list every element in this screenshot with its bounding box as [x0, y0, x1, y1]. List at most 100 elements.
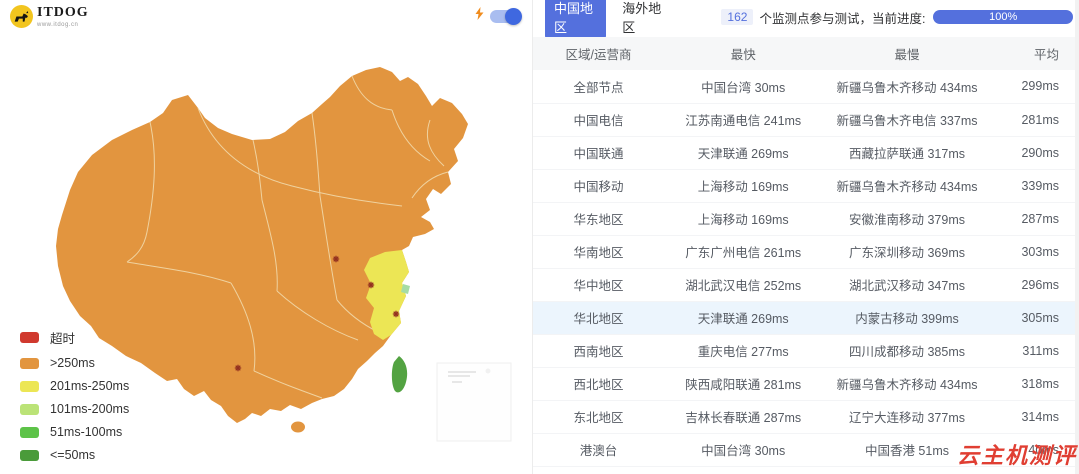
legend-label: <=50ms: [50, 448, 96, 462]
region-cell: 西北地区: [533, 367, 665, 401]
avg-cell: 290ms: [991, 136, 1079, 170]
slowest-cell[interactable]: 安徽淮南移动 379ms: [822, 202, 992, 236]
east-coast-region: [364, 250, 409, 340]
table-row[interactable]: 西南地区 重庆电信 277ms 四川成都移动 385ms 311ms: [533, 334, 1079, 368]
tab-overseas-region[interactable]: 海外地区: [622, 1, 662, 35]
slowest-cell[interactable]: 西藏拉萨联通 317ms: [822, 136, 992, 170]
column-header-region: 区域/运营商: [533, 37, 665, 70]
slowest-cell[interactable]: 四川成都移动 385ms: [822, 334, 992, 368]
table-row[interactable]: 全部节点 中国台湾 30ms 新疆乌鲁木齐移动 434ms 299ms: [533, 70, 1079, 104]
hainan-island: [291, 421, 305, 433]
fastest-cell[interactable]: 湖北武汉电信 252ms: [664, 268, 823, 302]
tab-china-region[interactable]: 中国地区: [545, 0, 607, 39]
progress-bar: 100%: [933, 10, 1073, 24]
region-cell: 西南地区: [533, 334, 665, 368]
results-panel: 中国地区 海外地区 162 个监测点参与测试，当前进度: 100% 区域/运营商…: [533, 0, 1079, 474]
table-row[interactable]: 中国联通 天津联通 269ms 西藏拉萨联通 317ms 290ms: [533, 136, 1079, 170]
fastest-cell[interactable]: 天津联通 269ms: [664, 136, 823, 170]
city-marker: [367, 281, 375, 289]
avg-cell: 296ms: [991, 268, 1079, 302]
lightning-icon: [475, 7, 484, 25]
slowest-cell[interactable]: 广东深圳移动 369ms: [822, 235, 992, 269]
map-controls: [475, 7, 522, 25]
results-toolbar: 中国地区 海外地区 162 个监测点参与测试，当前进度: 100%: [533, 0, 1079, 39]
avg-cell: 311ms: [991, 334, 1079, 368]
legend-label: 超时: [50, 332, 76, 346]
taiwan-island: [391, 356, 408, 393]
table-header-row: 区域/运营商 最快 最慢 平均: [533, 37, 1079, 70]
region-cell: 港澳台: [533, 433, 665, 467]
page-scrollbar[interactable]: [1075, 0, 1079, 474]
table-row[interactable]: 华中地区 湖北武汉电信 252ms 湖北武汉移动 347ms 296ms: [533, 268, 1079, 302]
itdog-logo[interactable]: ITDOG www.itdog.cn: [10, 5, 89, 28]
legend-label: 51ms-100ms: [50, 425, 123, 439]
slowest-cell[interactable]: 新疆乌鲁木齐移动 434ms: [822, 169, 992, 203]
table-row[interactable]: 西北地区 陕西咸阳联通 281ms 新疆乌鲁木齐移动 434ms 318ms: [533, 367, 1079, 401]
region-cell: 东北地区: [533, 400, 665, 434]
fastest-cell[interactable]: 江苏南通电信 241ms: [664, 103, 823, 137]
fastest-cell[interactable]: 中国台湾 30ms: [664, 70, 823, 104]
slowest-cell[interactable]: 新疆乌鲁木齐移动 434ms: [822, 367, 992, 401]
fastest-cell[interactable]: 上海移动 169ms: [664, 169, 823, 203]
map-panel: ITDOG www.itdog.cn: [0, 0, 533, 474]
column-header-slowest: 最慢: [822, 37, 992, 70]
table-row[interactable]: 中国移动 上海移动 169ms 新疆乌鲁木齐移动 434ms 339ms: [533, 169, 1079, 203]
monitor-count-text: 个监测点参与测试，当前进度:: [759, 11, 926, 26]
legend-item: >250ms: [20, 356, 129, 370]
results-table-body: 全部节点 中国台湾 30ms 新疆乌鲁木齐移动 434ms 299ms 中国电信 江苏南通…: [533, 70, 1079, 467]
china-mainland-shape: [56, 67, 468, 423]
legend-swatch-icon: [20, 357, 39, 369]
slowest-cell[interactable]: 湖北武汉移动 347ms: [822, 268, 992, 302]
legend-swatch-icon: [20, 403, 39, 415]
region-cell: 华南地区: [533, 235, 665, 269]
avg-cell: 303ms: [991, 235, 1079, 269]
brand-name: ITDOG: [37, 4, 89, 20]
slowest-cell[interactable]: 内蒙古移动 399ms: [822, 301, 992, 335]
city-marker: [332, 255, 340, 263]
shanghai-region: [401, 284, 410, 294]
fastest-cell[interactable]: 吉林长春联通 287ms: [664, 400, 823, 434]
avg-cell: 299ms: [991, 70, 1079, 104]
china-map[interactable]: [0, 0, 533, 474]
city-marker: [234, 364, 242, 372]
slowest-cell[interactable]: 新疆乌鲁木齐移动 434ms: [822, 70, 992, 104]
province-borders: [126, 75, 449, 399]
speed-toggle[interactable]: [490, 7, 522, 25]
region-cell: 华北地区: [533, 301, 665, 335]
avg-cell: 305ms: [991, 301, 1079, 335]
south-china-sea-inset: [436, 362, 512, 442]
brand-url: www.itdog.cn: [37, 21, 79, 28]
region-cell: 全部节点: [533, 70, 665, 104]
avg-cell: 314ms: [991, 400, 1079, 434]
legend-swatch-icon: [20, 426, 39, 438]
column-header-average: 平均: [991, 37, 1079, 70]
table-row[interactable]: 华南地区 广东广州电信 261ms 广东深圳移动 369ms 303ms: [533, 235, 1079, 269]
fastest-cell[interactable]: 陕西咸阳联通 281ms: [664, 367, 823, 401]
map-topbar: ITDOG www.itdog.cn: [10, 5, 522, 28]
legend-label: 201ms-250ms: [50, 379, 130, 393]
slowest-cell[interactable]: 辽宁大连移动 377ms: [822, 400, 992, 434]
table-row[interactable]: 港澳台 中国台湾 30ms 中国香港 51ms 40ms: [533, 433, 1079, 467]
fastest-cell[interactable]: 中国台湾 30ms: [664, 433, 823, 467]
legend-item: 201ms-250ms: [20, 379, 129, 393]
region-cell: 华东地区: [533, 202, 665, 236]
avg-cell: 281ms: [991, 103, 1079, 137]
fastest-cell[interactable]: 天津联通 269ms: [664, 301, 823, 335]
legend-swatch-icon: [20, 332, 39, 343]
slowest-cell[interactable]: 中国香港 51ms: [822, 433, 992, 467]
table-row[interactable]: 华北地区 天津联通 269ms 内蒙古移动 399ms 305ms: [533, 301, 1079, 335]
legend-item: <=50ms: [20, 448, 129, 462]
avg-cell: 287ms: [991, 202, 1079, 236]
fastest-cell[interactable]: 重庆电信 277ms: [664, 334, 823, 368]
fastest-cell[interactable]: 上海移动 169ms: [664, 202, 823, 236]
fastest-cell[interactable]: 广东广州电信 261ms: [664, 235, 823, 269]
dog-logo-icon: [10, 5, 33, 28]
city-marker: [392, 310, 400, 318]
slowest-cell[interactable]: 新疆乌鲁木齐电信 337ms: [822, 103, 992, 137]
table-row[interactable]: 东北地区 吉林长春联通 287ms 辽宁大连移动 377ms 314ms: [533, 400, 1079, 434]
region-cell: 中国电信: [533, 103, 665, 137]
avg-cell: 339ms: [991, 169, 1079, 203]
table-row[interactable]: 华东地区 上海移动 169ms 安徽淮南移动 379ms 287ms: [533, 202, 1079, 236]
table-row[interactable]: 中国电信 江苏南通电信 241ms 新疆乌鲁木齐电信 337ms 281ms: [533, 103, 1079, 137]
